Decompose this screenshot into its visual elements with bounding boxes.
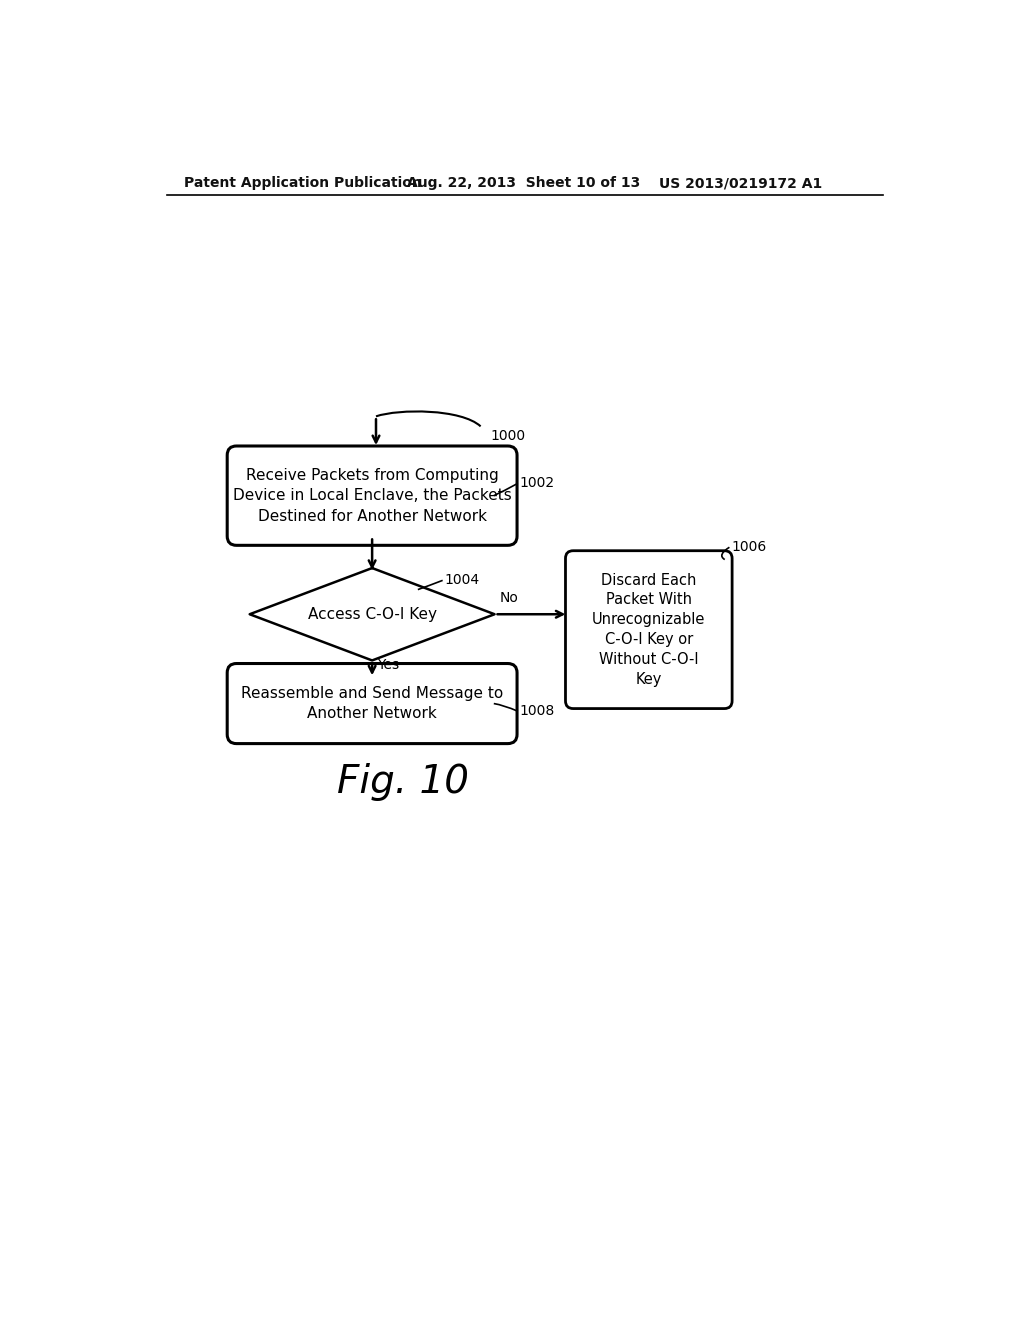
FancyBboxPatch shape	[227, 446, 517, 545]
Text: 1004: 1004	[444, 573, 479, 587]
Text: 1002: 1002	[519, 477, 555, 490]
Text: Fig. 10: Fig. 10	[337, 763, 469, 801]
Text: Discard Each
Packet With
Unrecognizable
C-O-I Key or
Without C-O-I
Key: Discard Each Packet With Unrecognizable …	[592, 573, 706, 686]
Text: No: No	[500, 591, 519, 605]
Text: 1000: 1000	[490, 429, 526, 444]
Text: Reassemble and Send Message to
Another Network: Reassemble and Send Message to Another N…	[241, 686, 503, 721]
Text: Receive Packets from Computing
Device in Local Enclave, the Packets
Destined for: Receive Packets from Computing Device in…	[232, 467, 512, 524]
FancyBboxPatch shape	[565, 550, 732, 709]
Text: Aug. 22, 2013  Sheet 10 of 13: Aug. 22, 2013 Sheet 10 of 13	[407, 176, 640, 190]
Text: Access C-O-I Key: Access C-O-I Key	[307, 607, 436, 622]
FancyBboxPatch shape	[227, 664, 517, 743]
Text: Yes: Yes	[378, 659, 399, 672]
Polygon shape	[250, 568, 495, 660]
Text: US 2013/0219172 A1: US 2013/0219172 A1	[658, 176, 822, 190]
Text: 1006: 1006	[731, 540, 766, 554]
Text: Patent Application Publication: Patent Application Publication	[183, 176, 422, 190]
Text: 1008: 1008	[519, 705, 555, 718]
